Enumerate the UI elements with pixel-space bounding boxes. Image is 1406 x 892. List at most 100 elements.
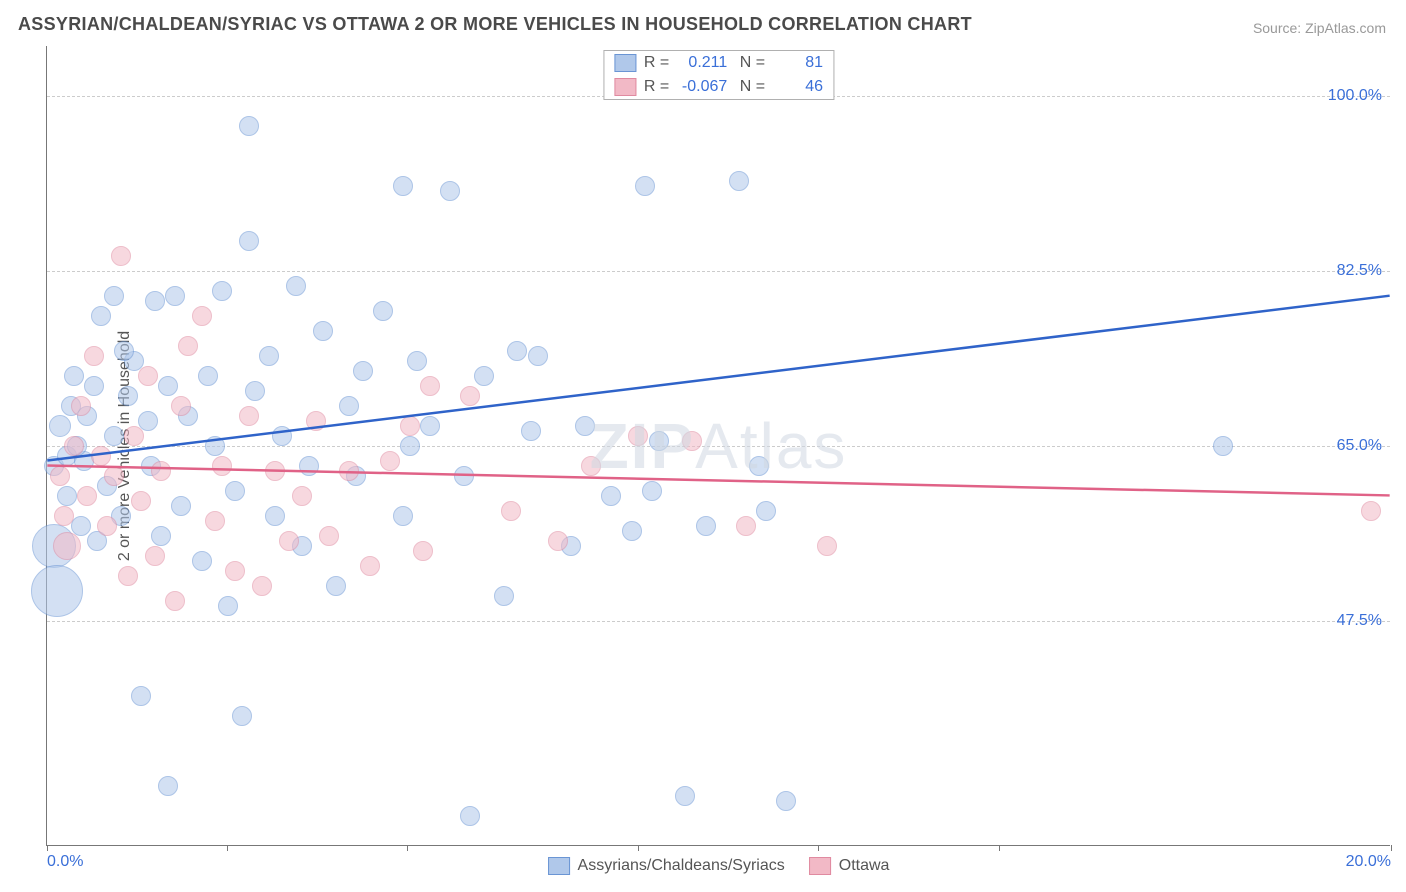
x-tick-mark [818, 845, 819, 851]
scatter-point [151, 526, 171, 546]
scatter-point [265, 461, 285, 481]
scatter-point [622, 521, 642, 541]
scatter-point [272, 426, 292, 446]
legend-swatch-0 [548, 857, 570, 875]
scatter-point [326, 576, 346, 596]
scatter-point [91, 306, 111, 326]
scatter-point [171, 396, 191, 416]
scatter-point [118, 566, 138, 586]
scatter-point [292, 486, 312, 506]
scatter-point [736, 516, 756, 536]
scatter-point [239, 116, 259, 136]
scatter-point [171, 496, 191, 516]
scatter-point [454, 466, 474, 486]
scatter-point [239, 406, 259, 426]
scatter-point [313, 321, 333, 341]
scatter-point [507, 341, 527, 361]
scatter-point [373, 301, 393, 321]
x-tick-label: 0.0% [47, 853, 83, 871]
scatter-point [400, 436, 420, 456]
scatter-point [225, 561, 245, 581]
scatter-point [53, 532, 81, 560]
scatter-point [548, 531, 568, 551]
scatter-point [124, 426, 144, 446]
scatter-point [339, 396, 359, 416]
y-tick-label: 65.0% [1337, 437, 1382, 455]
scatter-point [756, 501, 776, 521]
x-tick-mark [47, 845, 48, 851]
scatter-point [192, 306, 212, 326]
scatter-point [339, 461, 359, 481]
scatter-point [1361, 501, 1381, 521]
x-tick-mark [407, 845, 408, 851]
watermark: ZIPAtlas [590, 409, 848, 483]
x-tick-mark [227, 845, 228, 851]
scatter-point [64, 366, 84, 386]
scatter-point [158, 776, 178, 796]
scatter-point [400, 416, 420, 436]
plot-area: ZIPAtlas R =0.211 N =81 R =-0.067 N =46 … [46, 46, 1390, 846]
scatter-point [71, 396, 91, 416]
scatter-point [91, 446, 111, 466]
scatter-point [776, 791, 796, 811]
stats-legend-row-1: R =-0.067 N =46 [604, 75, 833, 99]
series-legend: Assyrians/Chaldeans/Syriacs Ottawa [548, 857, 890, 875]
scatter-point [635, 176, 655, 196]
scatter-point [218, 596, 238, 616]
scatter-point [165, 286, 185, 306]
y-tick-label: 47.5% [1337, 612, 1382, 630]
scatter-point [97, 516, 117, 536]
scatter-point [205, 436, 225, 456]
legend-swatch-blue [614, 54, 636, 72]
scatter-point [319, 526, 339, 546]
scatter-point [380, 451, 400, 471]
legend-swatch-1 [809, 857, 831, 875]
scatter-point [817, 536, 837, 556]
scatter-point [729, 171, 749, 191]
scatter-point [77, 486, 97, 506]
scatter-point [114, 341, 134, 361]
scatter-point [64, 436, 84, 456]
scatter-point [474, 366, 494, 386]
scatter-point [145, 291, 165, 311]
scatter-point [360, 556, 380, 576]
scatter-point [501, 501, 521, 521]
scatter-point [138, 366, 158, 386]
scatter-point [104, 426, 124, 446]
scatter-point [420, 376, 440, 396]
scatter-point [259, 346, 279, 366]
scatter-point [440, 181, 460, 201]
legend-swatch-pink [614, 78, 636, 96]
scatter-point [57, 486, 77, 506]
scatter-point [131, 491, 151, 511]
scatter-point [528, 346, 548, 366]
scatter-point [393, 176, 413, 196]
scatter-point [393, 506, 413, 526]
source-attribution: Source: ZipAtlas.com [1253, 20, 1386, 36]
scatter-point [104, 286, 124, 306]
scatter-point [212, 456, 232, 476]
gridline [47, 621, 1390, 622]
scatter-point [178, 336, 198, 356]
scatter-point [151, 461, 171, 481]
legend-label-1: Ottawa [839, 857, 890, 875]
scatter-point [104, 466, 124, 486]
scatter-point [245, 381, 265, 401]
legend-item-0: Assyrians/Chaldeans/Syriacs [548, 857, 785, 875]
scatter-point [252, 576, 272, 596]
scatter-point [225, 481, 245, 501]
x-tick-mark [638, 845, 639, 851]
scatter-point [31, 565, 83, 617]
y-tick-label: 100.0% [1328, 87, 1382, 105]
chart-title: ASSYRIAN/CHALDEAN/SYRIAC VS OTTAWA 2 OR … [18, 14, 972, 35]
x-tick-label: 20.0% [1346, 853, 1391, 871]
scatter-point [494, 586, 514, 606]
scatter-point [696, 516, 716, 536]
stats-legend-row-0: R =0.211 N =81 [604, 51, 833, 75]
scatter-point [50, 466, 70, 486]
scatter-point [299, 456, 319, 476]
scatter-point [165, 591, 185, 611]
scatter-point [265, 506, 285, 526]
scatter-point [145, 546, 165, 566]
scatter-point [205, 511, 225, 531]
